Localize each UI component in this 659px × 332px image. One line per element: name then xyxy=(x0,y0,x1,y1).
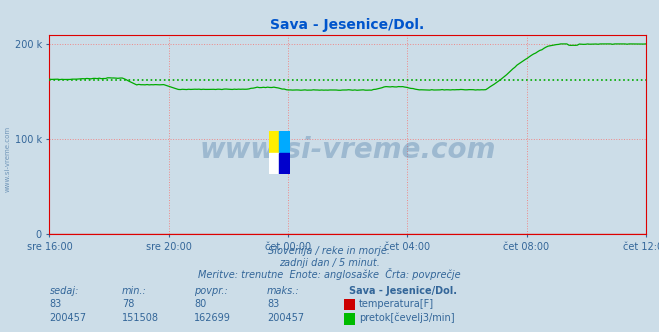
Title: Sava - Jesenice/Dol.: Sava - Jesenice/Dol. xyxy=(270,18,425,32)
Polygon shape xyxy=(269,153,279,174)
Text: 83: 83 xyxy=(267,299,279,309)
Text: 200457: 200457 xyxy=(267,313,304,323)
Text: sedaj:: sedaj: xyxy=(49,286,79,296)
Text: temperatura[F]: temperatura[F] xyxy=(359,299,434,309)
Text: www.si-vreme.com: www.si-vreme.com xyxy=(5,126,11,193)
Text: 83: 83 xyxy=(49,299,62,309)
Text: www.si-vreme.com: www.si-vreme.com xyxy=(200,136,496,164)
Bar xyxy=(279,131,290,153)
Text: 200457: 200457 xyxy=(49,313,86,323)
Text: maks.:: maks.: xyxy=(267,286,300,296)
Text: Slovenija / reke in morje.: Slovenija / reke in morje. xyxy=(268,246,391,256)
Text: povpr.:: povpr.: xyxy=(194,286,228,296)
Text: 78: 78 xyxy=(122,299,134,309)
Text: 151508: 151508 xyxy=(122,313,159,323)
Text: pretok[čevelj3/min]: pretok[čevelj3/min] xyxy=(359,313,455,323)
Polygon shape xyxy=(269,153,279,174)
Text: 162699: 162699 xyxy=(194,313,231,323)
Text: min.:: min.: xyxy=(122,286,147,296)
Text: zadnji dan / 5 minut.: zadnji dan / 5 minut. xyxy=(279,258,380,268)
Text: Sava - Jesenice/Dol.: Sava - Jesenice/Dol. xyxy=(349,286,457,296)
Bar xyxy=(269,153,279,174)
Bar xyxy=(279,153,290,174)
Text: Meritve: trenutne  Enote: anglosaške  Črta: povprečje: Meritve: trenutne Enote: anglosaške Črta… xyxy=(198,268,461,280)
Text: 80: 80 xyxy=(194,299,207,309)
Bar xyxy=(269,131,279,153)
